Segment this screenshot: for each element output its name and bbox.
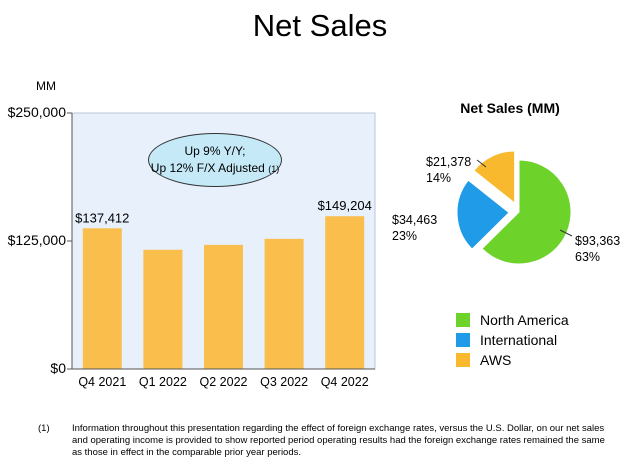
x-tick-label: Q2 2022 xyxy=(200,375,248,389)
pie-label-international-value: $34,463 xyxy=(392,213,438,227)
y-tick-label-top: $250,000 xyxy=(7,104,66,120)
footnote-text: Information throughout this presentation… xyxy=(72,423,605,458)
unit-label: MM xyxy=(36,79,56,93)
pie-slice-north-america xyxy=(481,159,572,265)
pie-slice-international xyxy=(456,179,510,250)
legend-item-north-america: North America xyxy=(456,310,569,330)
leader-line-north-america xyxy=(559,229,573,237)
x-tick-label: Q3 2022 xyxy=(260,375,308,389)
bar xyxy=(325,216,365,369)
pie-label-aws-value: $21,378 xyxy=(426,155,472,169)
bar xyxy=(204,244,243,369)
legend-label-aws: AWS xyxy=(480,352,512,368)
pie-label-north-america-value: $93,363 xyxy=(575,234,621,248)
y-tick-label-mid: $125,000 xyxy=(7,232,66,248)
x-tick-label: Q1 2022 xyxy=(139,375,187,389)
pie-legend: North America International AWS xyxy=(456,310,569,370)
growth-line-2-text: Up 12% F/X Adjusted xyxy=(150,161,265,175)
legend-swatch-aws xyxy=(456,353,470,367)
pie-label-north-america-percent: 63% xyxy=(575,250,601,264)
legend-label-international: International xyxy=(480,332,558,348)
footnote-ref: (1) xyxy=(268,164,280,174)
pie-label-aws-percent: 14% xyxy=(426,171,452,185)
legend-item-international: International xyxy=(456,330,569,350)
pie-label-aws: $21,378 14% xyxy=(426,154,471,186)
growth-annotation: Up 9% Y/Y; Up 12% F/X Adjusted (1) xyxy=(148,133,282,187)
pie-label-north-america: $93,363 63% xyxy=(575,233,620,265)
leader-line-aws xyxy=(476,159,487,168)
page-title: Net Sales xyxy=(252,8,388,43)
pie-slice-aws xyxy=(473,150,516,205)
x-tick-label: Q4 2021 xyxy=(78,375,126,389)
y-tick-label-zero: $0 xyxy=(50,360,66,376)
pie-label-international: $34,463 23% xyxy=(392,212,437,244)
data-label: $137,412 xyxy=(75,210,129,225)
bar xyxy=(82,228,122,369)
pie-label-international-percent: 23% xyxy=(392,229,418,243)
bar xyxy=(143,249,183,369)
legend-swatch-north-america xyxy=(456,313,470,327)
growth-line-2: Up 12% F/X Adjusted (1) xyxy=(149,160,281,178)
footnote-number: (1) xyxy=(38,423,50,434)
legend-swatch-international xyxy=(456,333,470,347)
legend-item-aws: AWS xyxy=(456,350,569,370)
data-label: $149,204 xyxy=(318,198,372,213)
growth-line-1: Up 9% Y/Y; xyxy=(184,144,246,158)
bar xyxy=(264,238,304,369)
legend-label-north-america: North America xyxy=(480,312,569,328)
x-tick-label: Q4 2022 xyxy=(321,375,369,389)
pie-title: Net Sales (MM) xyxy=(460,100,560,116)
